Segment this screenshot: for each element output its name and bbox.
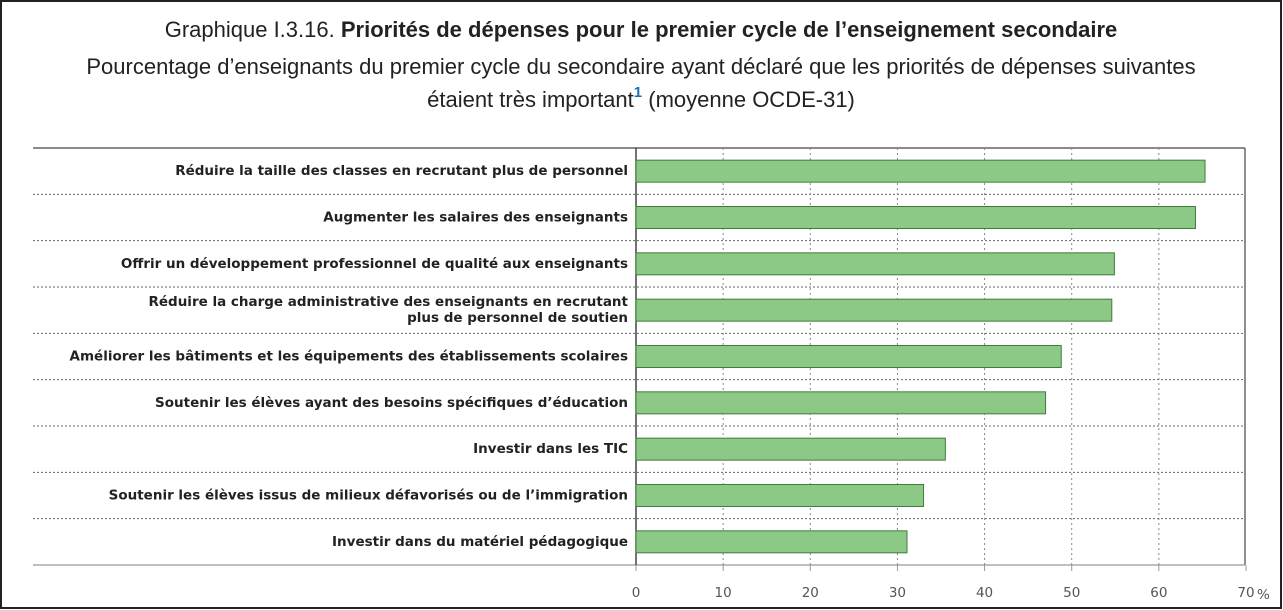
y-tick-label: Améliorer les bâtiments et les équipemen…: [70, 349, 628, 365]
x-unit: %: [1257, 587, 1270, 603]
subtitle-part: (moyenne OCDE-31): [648, 87, 855, 112]
bar: [635, 345, 1062, 368]
chart-title: Graphique I.3.16. Priorités de dépenses …: [165, 17, 1118, 42]
footnote-marker: 1: [634, 84, 642, 101]
bar: [635, 298, 1113, 322]
x-tick-label: 10: [715, 585, 732, 601]
bar: [635, 159, 1206, 183]
y-tick-label: Augmenter les salaires des enseignants: [323, 210, 628, 226]
bar: [635, 391, 1047, 415]
bar: [635, 530, 908, 554]
x-tick-label: 40: [976, 585, 993, 601]
bar: [635, 252, 1115, 276]
bar: [635, 484, 925, 507]
title-main: Priorités de dépenses pour le premier cy…: [341, 17, 1117, 42]
x-tick-label: 70: [1237, 585, 1254, 601]
y-tick-label: Offrir un développement professionnel de…: [121, 256, 628, 272]
subtitle-part: étaient très important: [427, 87, 634, 112]
x-tick-label: 30: [889, 585, 906, 601]
y-tick-label: Investir dans les TIC: [473, 441, 628, 457]
x-tick-label: 0: [632, 585, 641, 601]
y-tick-label: Soutenir les élèves issus de milieux déf…: [109, 488, 628, 504]
title-prefix: Graphique I.3.16.: [165, 17, 335, 42]
y-tick-label: Réduire la charge administrative des ens…: [148, 294, 628, 326]
y-tick-label: Soutenir les élèves ayant des besoins sp…: [155, 395, 628, 411]
subtitle: étaient très important1 (moyenne OCDE-31…: [427, 79, 855, 112]
bar: [635, 437, 946, 461]
x-tick-label: 20: [802, 585, 819, 601]
y-tick-label: Investir dans du matériel pédagogique: [332, 534, 628, 550]
bar: [635, 206, 1196, 229]
x-tick-label: 60: [1150, 585, 1167, 601]
x-tick-label: 50: [1063, 585, 1080, 601]
subtitle: Pourcentage d’enseignants du premier cyc…: [86, 54, 1195, 79]
y-tick-label: Réduire la taille des classes en recruta…: [175, 163, 628, 179]
